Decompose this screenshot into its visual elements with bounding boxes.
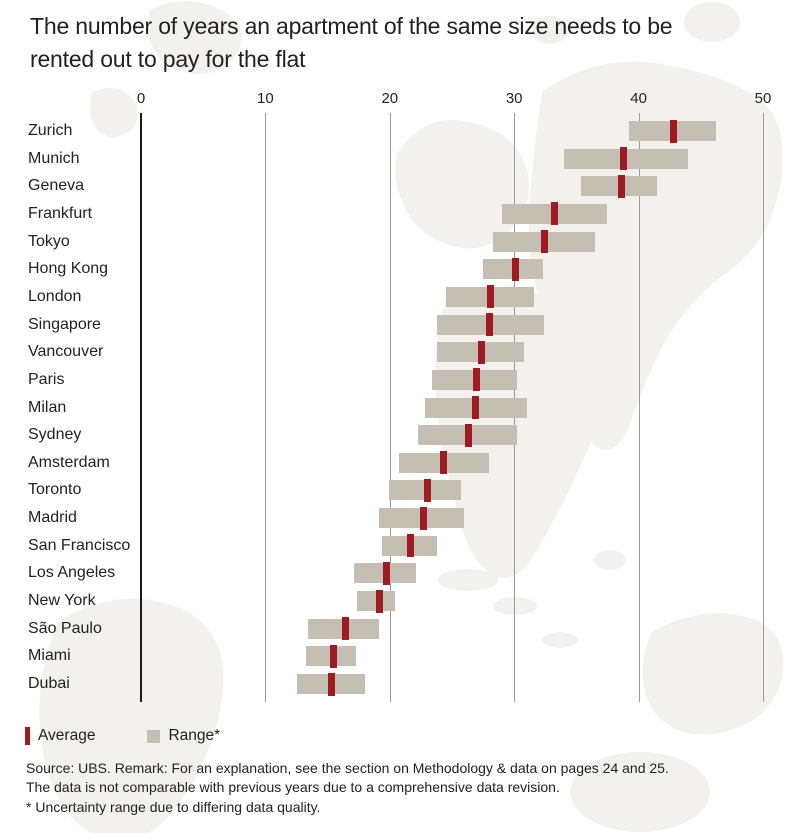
city-label: Hong Kong — [28, 260, 109, 278]
axis-tick-label: 20 — [381, 90, 399, 107]
average-marker — [327, 672, 335, 696]
city-label: Singapore — [28, 315, 101, 333]
city-label: Miami — [28, 647, 71, 665]
axis-tick-label: 0 — [136, 90, 146, 107]
average-marker — [669, 119, 677, 143]
average-marker — [487, 285, 495, 309]
average-marker — [620, 147, 628, 171]
city-label: Geneva — [28, 177, 85, 195]
average-marker — [330, 644, 338, 668]
average-marker — [341, 617, 349, 641]
axis-tick-label: 10 — [257, 90, 274, 107]
average-marker — [540, 230, 548, 254]
gridline — [763, 113, 764, 702]
average-marker — [550, 202, 558, 226]
axis-tick-label: 40 — [630, 90, 647, 107]
chart-title: The number of years an apartment of the … — [30, 10, 780, 75]
chart-title-line1: The number of years an apartment of the … — [30, 13, 673, 39]
axis-tick-label: 50 — [754, 90, 772, 107]
footnote-uncertainty-line: * Uncertainty range due to differing dat… — [26, 798, 321, 815]
average-marker — [376, 589, 384, 613]
average-marker — [478, 340, 486, 364]
average-marker — [617, 174, 625, 198]
footnote-source-line: Source: UBS. Remark: For an explanation,… — [26, 760, 669, 776]
average-marker — [423, 478, 431, 502]
gridline — [638, 113, 640, 702]
average-marker — [382, 561, 390, 585]
city-label: Amsterdam — [28, 453, 110, 471]
city-label: Vancouver — [28, 343, 104, 361]
city-label: Los Angeles — [28, 564, 116, 582]
city-label: Milan — [28, 398, 67, 416]
city-label: São Paulo — [28, 619, 102, 637]
legend-range-label: Range* — [168, 727, 221, 744]
chart-title-line2: rented out to pay for the flat — [30, 45, 306, 72]
average-marker — [485, 313, 493, 337]
axis-tick-label: 30 — [505, 90, 523, 107]
footnote-comparability-line: The data is not comparable with previous… — [26, 779, 560, 796]
city-label: New York — [28, 592, 96, 610]
city-label: Tokyo — [28, 232, 70, 250]
axis-zero-line — [140, 113, 142, 702]
city-label: Frankfurt — [28, 204, 93, 222]
city-label: London — [28, 287, 82, 305]
city-label: Madrid — [28, 509, 77, 527]
city-label: Zurich — [28, 122, 73, 139]
average-marker — [511, 257, 519, 281]
city-label: Toronto — [28, 481, 82, 499]
range-bar — [357, 591, 395, 612]
city-label: Munich — [28, 149, 80, 167]
city-label: Paris — [28, 370, 65, 388]
average-marker — [473, 368, 481, 392]
legend: Average Range* — [25, 727, 220, 745]
average-marker — [407, 534, 415, 558]
gridline — [389, 113, 391, 702]
average-marker — [439, 451, 447, 475]
legend-average-label: Average — [38, 727, 96, 744]
city-label: Dubai — [28, 675, 70, 692]
legend-range-marker — [147, 729, 161, 743]
city-label: Sydney — [28, 426, 82, 444]
footnote: Source: UBS. Remark: For an explanation,… — [26, 759, 771, 817]
gridline — [265, 113, 267, 702]
average-marker — [464, 423, 472, 447]
average-marker — [472, 396, 480, 419]
city-label: San Francisco — [28, 536, 131, 554]
average-marker — [419, 506, 427, 530]
legend-average-marker — [25, 727, 30, 745]
